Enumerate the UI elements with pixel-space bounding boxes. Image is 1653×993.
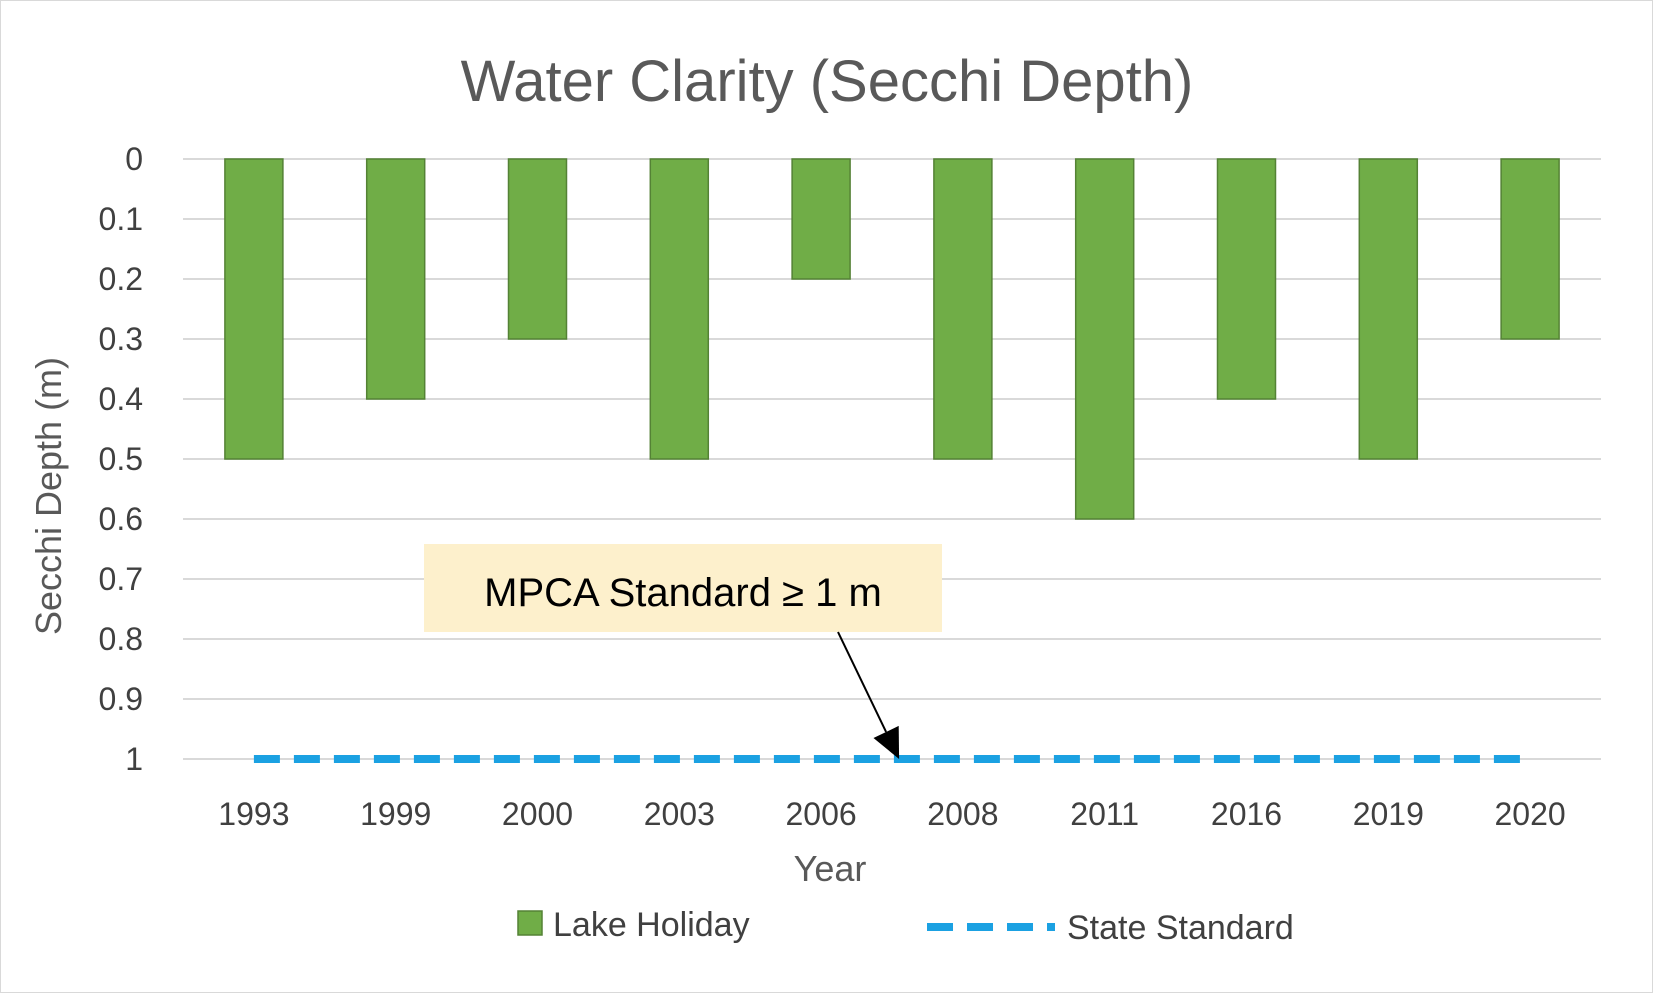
legend-swatch-bar [517,910,543,936]
bar [649,158,710,460]
bar [791,158,851,280]
y-tick-label: 0.3 [99,321,143,357]
annotation-box [424,544,942,632]
y-tick-labels: 0 0.1 0.2 0.3 0.4 0.5 0.6 0.7 0.8 0.9 1 [99,141,143,777]
chart-title: Water Clarity (Secchi Depth) [461,49,1194,114]
x-tick-label: 2000 [502,796,573,832]
bar [224,158,284,460]
bar [933,158,993,460]
y-tick-label: 0.9 [99,681,143,717]
y-tick-label: 0.1 [99,201,143,237]
y-tick-label: 0.5 [99,441,143,477]
x-tick-label: 2006 [786,796,857,832]
bars [224,158,1560,520]
annotation-arrowhead [873,725,900,759]
y-axis-title: Secchi Depth (m) [28,357,69,635]
y-tick-label: 0.7 [99,561,143,597]
legend-label: State Standard [1067,909,1294,947]
x-tick-label: 2003 [644,796,715,832]
legend-label: Lake Holiday [553,906,750,944]
annotation: MPCA Standard ≥ 1 m [424,544,942,759]
x-tick-label: 2008 [927,796,998,832]
x-tick-label: 1993 [218,796,289,832]
x-tick-label: 1999 [360,796,431,832]
x-tick-label: 2011 [1070,796,1139,832]
x-tick-label: 2019 [1353,796,1424,832]
x-tick-label: 2020 [1495,796,1566,832]
annotation-arrow [837,631,887,733]
y-tick-label: 0.2 [99,261,143,297]
y-tick-label: 0 [125,141,143,177]
bar [1500,158,1560,340]
bar [507,158,568,340]
x-tick-label: 2016 [1211,796,1282,832]
bar [1358,158,1419,460]
y-tick-label: 1 [125,741,143,777]
y-tick-label: 0.4 [99,381,143,417]
bar [1216,158,1277,400]
y-tick-label: 0.8 [99,621,143,657]
annotation-text: MPCA Standard ≥ 1 m [484,571,882,615]
legend: Lake Holiday State Standard [517,906,1294,947]
x-axis-title: Year [794,848,867,889]
bar [365,158,426,400]
x-tick-labels: 1993 1999 2000 2003 2006 2008 2011 2016 2019 2020 [218,796,1565,832]
y-tick-label: 0.6 [99,501,143,537]
bar [1074,158,1135,520]
